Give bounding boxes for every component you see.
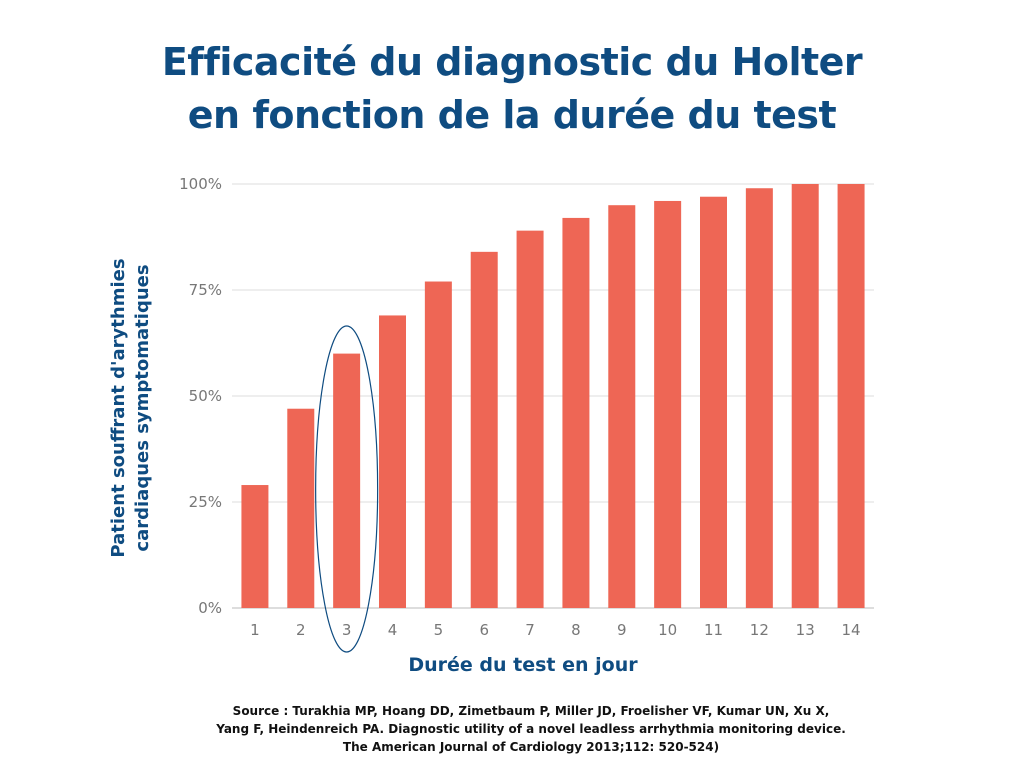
gridlines: [232, 183, 874, 609]
bar-day-11: [700, 196, 727, 608]
x-axis-ticks: 1 2 3 4 5 6 7 8 9 10 11 12 13 14: [250, 621, 860, 639]
y-axis-label: Patient souffrant d'arythmies cardiaques…: [107, 198, 155, 618]
x-tick-label: 2: [296, 621, 306, 639]
x-tick-label: 5: [434, 621, 444, 639]
source-citation: Source : Turakhia MP, Hoang DD, Zimetbau…: [0, 702, 1024, 756]
y-axis-label-line-1: Patient souffrant d'arythmies: [108, 258, 129, 558]
x-tick-label: 12: [750, 621, 769, 639]
x-tick-label: 8: [571, 621, 581, 639]
y-tick-label: 50%: [189, 387, 222, 405]
source-line-2: Yang F, Heindenreich PA. Diagnostic util…: [216, 722, 846, 736]
y-tick-label: 100%: [179, 175, 222, 193]
bar-day-5: [424, 281, 452, 608]
chart-title: Efficacité du diagnostic du Holter en fo…: [0, 36, 1024, 142]
x-tick-label: 9: [617, 621, 627, 639]
x-tick-label: 3: [342, 621, 352, 639]
bar-day-10: [654, 200, 682, 608]
bar-day-4: [379, 315, 406, 608]
bar-day-13: [791, 184, 819, 608]
bar-day-1: [241, 485, 269, 608]
chart-title-line-2: en fonction de la durée du test: [187, 93, 837, 137]
x-tick-label: 11: [704, 621, 723, 639]
source-line-1: Source : Turakhia MP, Hoang DD, Zimetbau…: [232, 704, 830, 718]
bar-day-14: [837, 184, 865, 608]
x-tick-label: 10: [658, 621, 677, 639]
source-line-3: The American Journal of Cardiology 2013;…: [342, 740, 720, 754]
bar-day-9: [608, 205, 636, 608]
bar-day-3: [333, 353, 361, 608]
x-tick-label: 14: [842, 621, 861, 639]
y-axis-label-line-2: cardiaques symptomatiques: [132, 264, 153, 552]
x-tick-label: 1: [250, 621, 260, 639]
x-tick-label: 7: [525, 621, 535, 639]
bar-day-8: [562, 217, 590, 609]
bar-day-12: [745, 188, 773, 609]
x-tick-label: 6: [479, 621, 489, 639]
x-tick-label: 4: [388, 621, 398, 639]
bar-day-7: [516, 230, 544, 608]
x-axis-label: Durée du test en jour: [408, 654, 638, 676]
bar-day-6: [470, 251, 498, 608]
y-axis-ticks: 0% 25% 50% 75% 100%: [179, 175, 222, 617]
bars: [241, 184, 865, 609]
bar-day-2: [287, 408, 315, 608]
x-tick-label: 13: [796, 621, 815, 639]
highlight-ellipse: [315, 325, 379, 653]
y-tick-label: 75%: [189, 281, 222, 299]
highlight-annotation: [315, 325, 379, 653]
y-tick-label: 25%: [189, 493, 222, 511]
chart-title-line-1: Efficacité du diagnostic du Holter: [161, 40, 863, 84]
y-tick-label: 0%: [198, 599, 222, 617]
